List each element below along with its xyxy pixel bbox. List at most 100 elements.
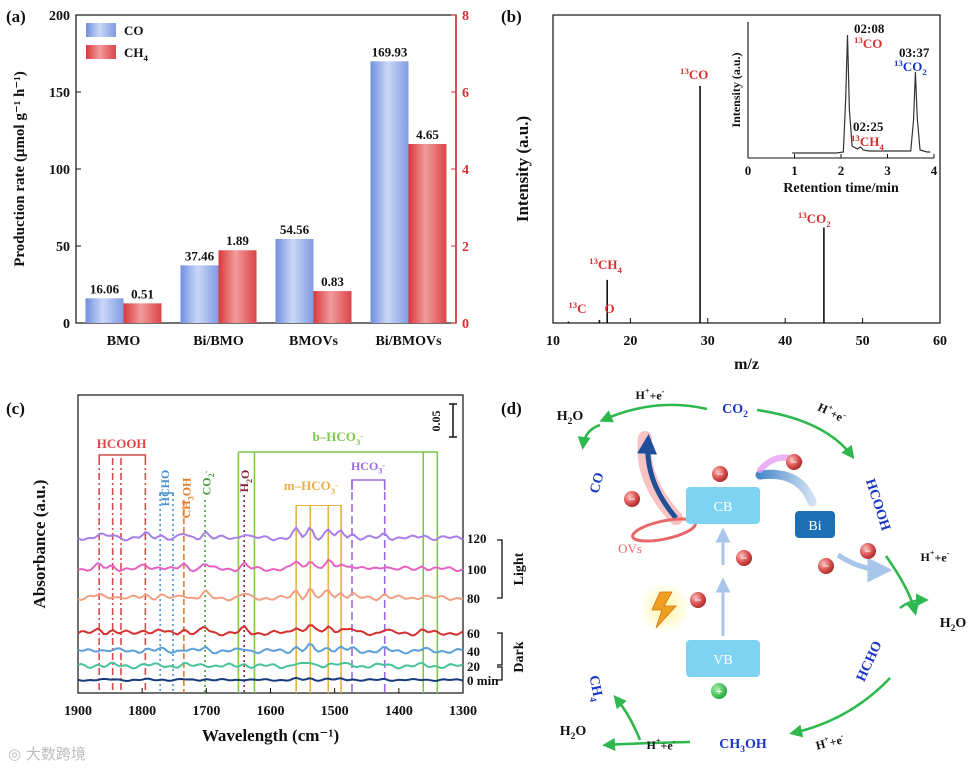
inset-label-13co2: 13CO2 xyxy=(894,58,927,77)
spectrum-line xyxy=(77,525,464,542)
inset-time-label: 03:37 xyxy=(899,45,930,60)
branch-arrow-h2o xyxy=(899,593,929,610)
data-label-ch4: 4.65 xyxy=(416,127,439,142)
label-co: CO xyxy=(588,471,608,495)
cycle-arrow-co2-hcooh xyxy=(756,408,855,460)
band-label-h2o: H2O xyxy=(237,470,254,493)
x-tick-label: 1300 xyxy=(449,704,477,719)
electron-sign: − xyxy=(717,467,724,481)
electron-icon xyxy=(860,543,876,559)
peak-label-13ch4: 13CH4 xyxy=(589,256,622,275)
inset-chromatogram xyxy=(792,34,931,154)
band-label-m-hco3: m–HCO3- xyxy=(284,478,338,496)
spectrum-line xyxy=(77,624,464,637)
panel-label-b: (b) xyxy=(501,7,522,26)
x-tick-label: 1500 xyxy=(321,704,349,719)
peak-label-13co2: 13CO2 xyxy=(798,210,831,229)
x-tick-label: 40 xyxy=(778,334,792,349)
label-h-e: H++e- xyxy=(636,387,665,403)
peak-label-13c: 13C xyxy=(568,300,586,316)
x-tick-label: 60 xyxy=(933,334,947,349)
label-hcooh: HCOOH xyxy=(862,477,893,533)
cb-box xyxy=(686,487,760,524)
label-ch4: CH4 xyxy=(582,674,605,703)
band-label-co2: CO2- xyxy=(199,470,216,495)
electron-icon xyxy=(736,550,752,566)
x-axis-label: m/z xyxy=(734,356,759,373)
bar-co xyxy=(180,265,219,323)
label-h-e: H++e- xyxy=(921,549,950,565)
spectrum-line xyxy=(77,588,464,602)
x-tick-label: 1800 xyxy=(128,704,156,719)
band-bracket-hcho xyxy=(159,492,174,496)
scale-bar-label: 0.05 xyxy=(429,411,443,432)
label-ovs: OVs xyxy=(618,541,642,556)
lightning-icon xyxy=(651,591,677,629)
inset-y-axis-label: Intensity (a.u.) xyxy=(729,52,743,127)
category-label: BMOVs xyxy=(289,334,339,349)
series-time-label: 20 xyxy=(467,659,480,674)
group-label-dark: Dark xyxy=(512,641,527,672)
category-label: Bi/BMO xyxy=(193,334,244,349)
electron-icon xyxy=(786,454,802,470)
inset-x-tick-label: 1 xyxy=(791,163,798,178)
label-ch3oh: CH3OH xyxy=(719,737,767,755)
label-hcho: HCHO xyxy=(854,639,886,684)
vb-box xyxy=(686,640,760,677)
label-h-e: H++e- xyxy=(815,399,848,426)
legend-swatch-ch4 xyxy=(86,45,116,59)
y-axis-label: Intensity (a.u.) xyxy=(513,116,532,222)
band-label-hco3: HCO3- xyxy=(351,459,385,476)
label-cb: CB xyxy=(714,500,733,515)
watermark: ◎ 大数跨境 xyxy=(8,745,86,763)
x-tick-label: 1900 xyxy=(64,704,92,719)
y2-tick-label: 4 xyxy=(462,163,469,178)
band-label-hcooh: HCOOH xyxy=(97,436,147,451)
y2-tick-label: 6 xyxy=(462,86,469,101)
cycle-arrow-ch3oh-ch4 xyxy=(602,737,691,751)
inset-x-tick-label: 3 xyxy=(884,163,891,178)
spectrum-line xyxy=(77,642,464,655)
bar-co xyxy=(85,298,124,323)
y-axis-label: Production rate (μmol g⁻¹ h⁻¹) xyxy=(12,71,28,267)
label-co2: CO2 xyxy=(722,402,748,420)
y-tick-label: 200 xyxy=(49,9,70,24)
electron-icon xyxy=(818,558,834,574)
bi-box xyxy=(795,511,835,538)
hole-icon xyxy=(711,683,727,699)
series-time-label: 120 xyxy=(467,531,487,546)
band-label-b-hco3: b–HCO3- xyxy=(313,429,364,447)
data-label-co: 54.56 xyxy=(280,222,310,237)
watermark-text: 大数跨境 xyxy=(25,745,86,763)
panel-label-d: (d) xyxy=(501,399,522,418)
panel-label-a: (a) xyxy=(6,7,26,26)
inset-label-13co: 13CO xyxy=(854,35,882,51)
label-bi: Bi xyxy=(808,519,821,534)
x-tick-label: 20 xyxy=(623,334,637,349)
bar-co xyxy=(275,238,314,323)
series-time-label: 0 min xyxy=(467,673,499,688)
label-vb: VB xyxy=(713,653,732,668)
bar-ch4 xyxy=(313,291,352,323)
branch-arrow-h2o xyxy=(613,694,642,741)
peak-label-13co: 13CO xyxy=(680,66,708,82)
y-axis-label: Absorbance (a.u.) xyxy=(30,480,49,609)
electron-sign: − xyxy=(695,593,702,607)
panel-label-c: (c) xyxy=(6,399,25,418)
dark-bracket xyxy=(497,632,503,666)
panel-a-bar-chart: (a) 0 50 100 150 200 0 2 4 6 8 Production rate (μmo… xyxy=(6,7,469,349)
band-bracket-m-hco3 xyxy=(296,505,342,506)
legend-swatch-co xyxy=(86,23,116,37)
spectrum-line xyxy=(77,676,464,683)
band-bracket-hcooh xyxy=(98,454,147,458)
data-label-co: 169.93 xyxy=(372,44,408,59)
legend-label-co: CO xyxy=(124,23,144,38)
cycle-arrow-co2-co xyxy=(599,403,708,423)
plot-frame xyxy=(552,14,941,324)
cycle-arrow-hcooh-hcho xyxy=(884,555,920,616)
inset-label-13ch4: 13CH4 xyxy=(851,133,884,152)
spectrum-line xyxy=(77,661,464,670)
transfer-arrow-bi-out xyxy=(836,552,893,583)
